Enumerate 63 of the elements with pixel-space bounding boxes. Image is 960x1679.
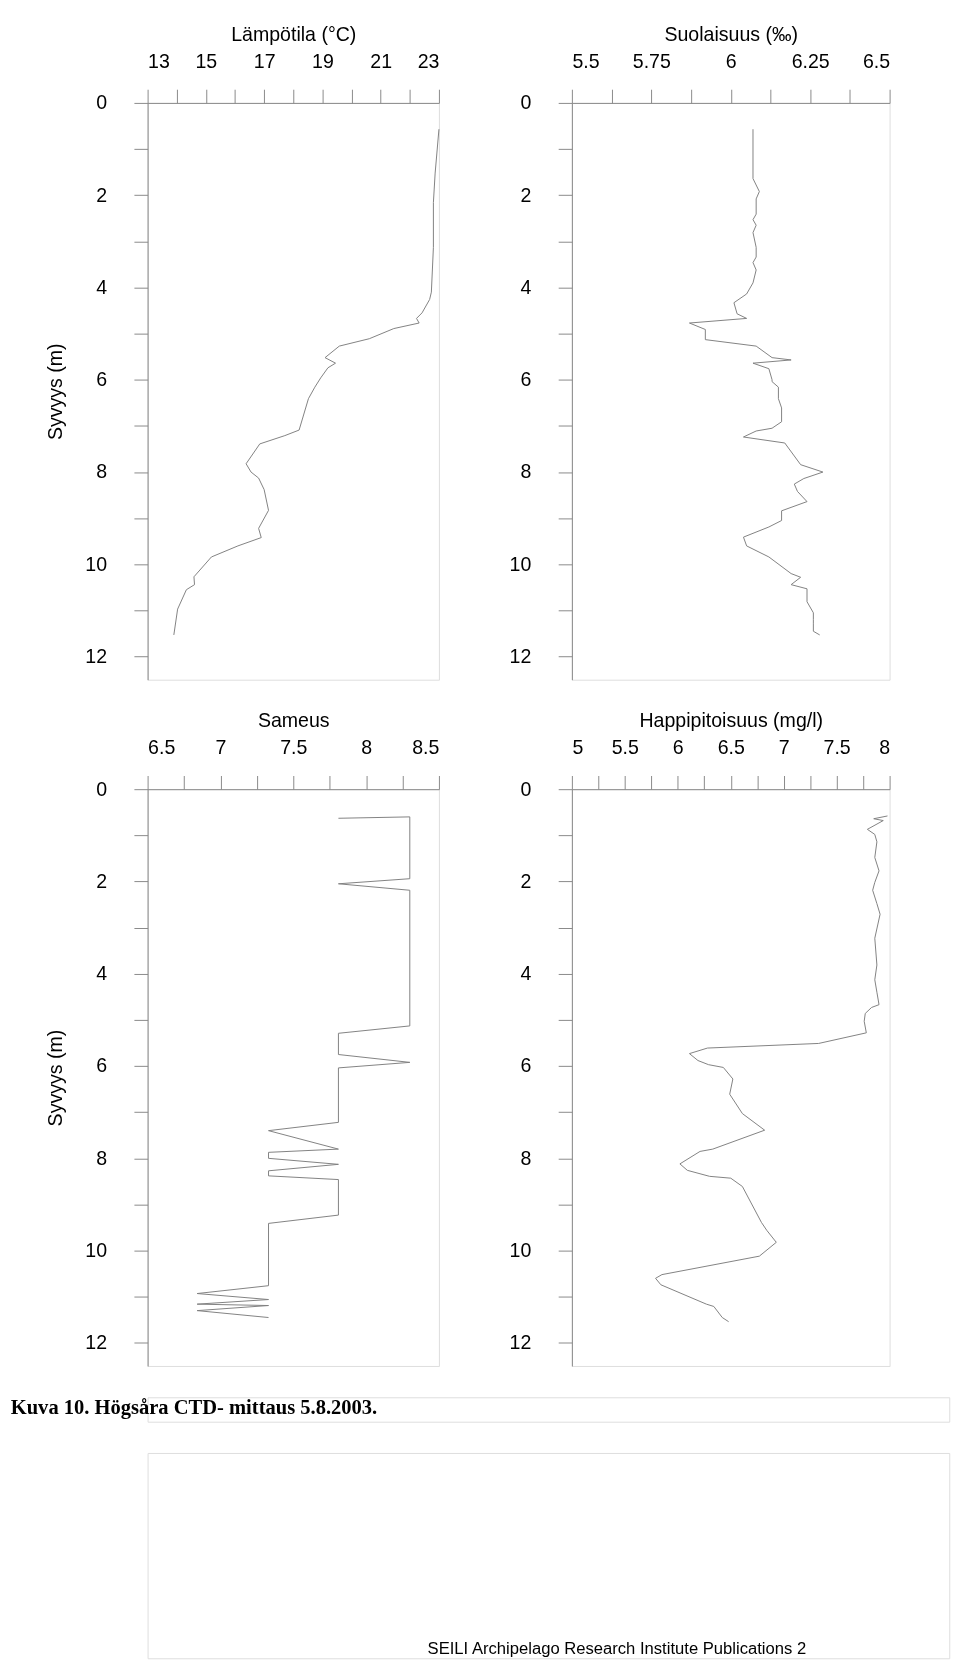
y-tick-label: 6: [520, 1054, 532, 1077]
y-tick-label: 2: [96, 183, 108, 206]
x-tick-label: 8.5: [412, 736, 440, 759]
y-tick-label: 12: [509, 644, 532, 667]
y-tick-label: 12: [509, 1331, 532, 1354]
text: SEILI Archipelago Research Institute Publications 2: [427, 1639, 807, 1659]
x-tick-label: 6.5: [717, 736, 745, 759]
x-axis-title: Sameus: [257, 709, 330, 732]
x-tick-label: 15: [195, 50, 218, 73]
x-tick-label: 8: [361, 736, 373, 759]
y-tick-label: 10: [85, 1238, 108, 1261]
y-tick-label: 8: [96, 460, 108, 483]
x-tick-label: 6: [672, 736, 684, 759]
y-tick-label: 10: [509, 552, 532, 575]
y-tick-label: 6: [96, 1054, 108, 1077]
y-tick-label: 0: [96, 777, 108, 800]
y-tick-label: 4: [96, 275, 108, 298]
y-tick-label: 0: [520, 91, 532, 114]
x-axis-title: Suolaisuus (‰): [664, 22, 799, 45]
y-tick-label: 2: [96, 869, 108, 892]
y-tick-label: 0: [520, 777, 532, 800]
y-tick-label: 12: [85, 644, 108, 667]
text: Kuva 10. Högsåra CTD- mittaus 5.8.2003.: [10, 1395, 378, 1419]
x-tick-label: 6.5: [148, 736, 176, 759]
line-series: [173, 128, 440, 636]
y-tick-label: 0: [96, 91, 108, 114]
x-tick-label: 19: [312, 50, 334, 73]
y-tick-label: 4: [520, 962, 532, 985]
x-axis-title: Lämpötila (°C): [231, 22, 357, 45]
x-tick-label: 7: [778, 736, 790, 759]
x-tick-label: 23: [417, 50, 440, 73]
x-tick-label: 13: [148, 50, 170, 73]
y-axis-title: Syvyys (m): [43, 1029, 66, 1127]
line-series: [655, 815, 888, 1323]
y-tick-label: 4: [520, 275, 532, 298]
x-axis-title: Happipitoisuus (mg/l): [639, 709, 824, 732]
x-tick-label: 7.5: [823, 736, 851, 759]
x-tick-label: 5: [572, 736, 584, 759]
y-tick-label: 8: [96, 1146, 108, 1169]
x-tick-label: 6.25: [791, 50, 830, 73]
y-tick-label: 2: [520, 869, 532, 892]
y-tick-label: 12: [85, 1331, 108, 1354]
x-tick-label: 6: [725, 50, 737, 73]
y-tick-label: 6: [520, 368, 532, 391]
y-tick-label: 4: [96, 962, 108, 985]
x-tick-label: 5.75: [632, 50, 671, 73]
x-tick-label: 5.5: [572, 50, 600, 73]
y-tick-label: 2: [520, 183, 532, 206]
y-tick-label: 10: [85, 552, 108, 575]
y-axis-title: Syvyys (m): [43, 343, 66, 441]
x-tick-label: 17: [253, 50, 276, 73]
y-tick-label: 8: [520, 460, 532, 483]
x-tick-label: 7: [215, 736, 227, 759]
x-tick-label: 6.5: [862, 50, 891, 73]
line-series: [688, 128, 824, 636]
x-tick-label: 21: [370, 50, 393, 73]
y-tick-label: 6: [96, 368, 108, 391]
line-series: [196, 816, 411, 1319]
x-tick-label: 5.5: [611, 736, 640, 759]
y-tick-label: 10: [509, 1238, 532, 1261]
x-tick-label: 7.5: [280, 736, 308, 759]
y-tick-label: 8: [520, 1146, 532, 1169]
x-tick-label: 8: [879, 736, 891, 759]
